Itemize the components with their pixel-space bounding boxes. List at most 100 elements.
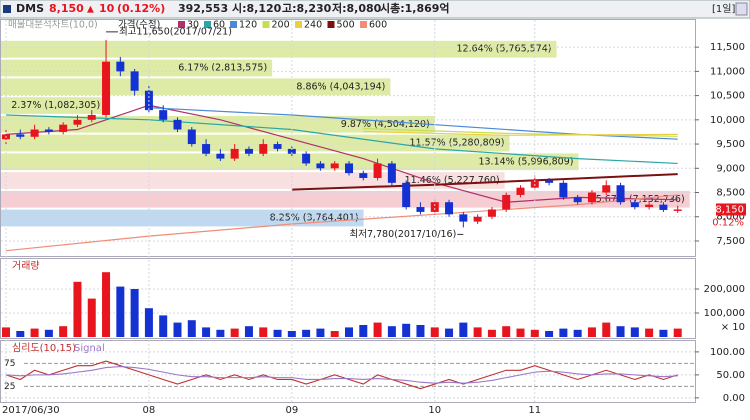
volume-bar <box>530 329 539 337</box>
candle-body <box>244 148 253 154</box>
volume-bar <box>330 331 339 337</box>
x-tick-label: 10 <box>428 405 441 416</box>
candle-body <box>359 173 368 178</box>
volume-bar <box>144 308 153 337</box>
y-tick-label: 100.00 <box>710 347 745 358</box>
candle-body <box>30 129 39 137</box>
legend-swatch <box>230 21 237 28</box>
volume-bar <box>459 322 468 337</box>
candle-body <box>559 182 568 198</box>
candle-body <box>87 114 96 120</box>
panel-title: 거래량 <box>12 260 40 272</box>
candle-body <box>187 129 196 145</box>
legend-label: 60 <box>213 20 225 31</box>
candle-body <box>430 202 439 212</box>
volume: 392,553 <box>178 2 228 15</box>
y-tick-label: 100,000 <box>704 308 745 319</box>
volume-bar <box>516 328 525 337</box>
volume-bar <box>287 331 296 337</box>
volume-bar <box>16 331 25 337</box>
annotation: 최저7,780(2017/10/16) <box>349 229 456 240</box>
volume-bar <box>173 322 182 337</box>
candle-body <box>659 204 668 210</box>
volume-bar <box>216 329 225 337</box>
candle-body <box>273 144 282 149</box>
volume-bar <box>302 329 311 337</box>
volume-bar <box>573 329 582 337</box>
candle-body <box>545 180 554 183</box>
candle-body <box>502 194 511 210</box>
arrow: ▲ <box>87 5 94 15</box>
x-tick-label: 08 <box>143 405 156 416</box>
y-tick-label: 8,500 <box>716 188 745 199</box>
moving-average-line <box>5 194 678 252</box>
volume-bar <box>230 328 239 337</box>
price-panel <box>0 19 696 257</box>
volume-bar <box>430 327 439 337</box>
candle-body <box>202 144 211 154</box>
volume-panel <box>0 258 696 339</box>
volume-bar <box>645 328 654 337</box>
volume-bar <box>30 328 39 337</box>
candle-body <box>445 202 454 215</box>
candle-body <box>402 182 411 208</box>
candle-body <box>259 144 268 154</box>
volume-bar <box>502 326 511 337</box>
change-tag: 0.12% <box>712 217 744 228</box>
candle-body <box>459 214 468 222</box>
volume-bar <box>244 326 253 337</box>
volume-bar <box>130 289 139 337</box>
low: 저:8,080 <box>332 1 382 15</box>
header-bar <box>0 0 750 19</box>
candle-body <box>573 197 582 203</box>
volume-bar <box>102 272 111 337</box>
legend-swatch <box>178 21 185 28</box>
volume-profile-bar <box>1 153 579 171</box>
volume-bar <box>416 325 425 337</box>
legend-label: 600 <box>369 20 387 31</box>
legend-swatch <box>360 21 367 28</box>
high: 고:8,230 <box>282 2 332 15</box>
candle-body <box>602 185 611 193</box>
legend-label: 가격(수정) <box>118 19 160 31</box>
x-tick-label: 11 <box>528 405 541 416</box>
candle-body <box>159 110 168 120</box>
volume-bar <box>630 327 639 337</box>
volume-bar <box>473 327 482 337</box>
candle-body <box>216 153 225 159</box>
candle-body <box>373 163 382 178</box>
volume-bar <box>59 326 68 337</box>
moving-average-line <box>291 173 678 191</box>
period[interactable]: [1일] <box>712 3 735 15</box>
candle-body <box>287 148 296 154</box>
legend-swatch <box>204 21 211 28</box>
volume-bar <box>2 327 10 337</box>
header-icon <box>3 5 11 13</box>
candle-body <box>587 192 596 203</box>
price: 8,150 <box>49 2 84 15</box>
y-tick-label: 8,000 <box>716 212 745 223</box>
legend-label: 30 <box>187 20 199 31</box>
volume-profile-label: 8.86% (4,043,194) <box>296 81 385 92</box>
candle-body <box>16 134 25 137</box>
legend-label: 120 <box>239 20 257 31</box>
change-rate: (0.12%) <box>117 2 165 15</box>
y-tick-label: 200,000 <box>704 284 745 295</box>
volume-profile-bar <box>1 97 106 114</box>
volume-profile-label: 2.37% (1,082,305) <box>11 100 100 111</box>
volume-bar <box>659 329 668 337</box>
menu-button[interactable] <box>735 2 748 16</box>
volume-profile-bar <box>1 78 391 96</box>
candle-body <box>516 187 525 195</box>
y-tick-label: 9,500 <box>716 139 745 150</box>
candle-body <box>616 185 625 203</box>
volume-profile-label: 6.17% (2,813,575) <box>178 62 267 73</box>
candle-body <box>473 216 482 222</box>
volume-profile-bar <box>1 209 364 227</box>
volume-bar <box>202 327 211 337</box>
candle-body <box>230 148 239 159</box>
last-price-box <box>716 203 746 216</box>
volume-profile-label: 11.57% (5,280,809) <box>409 138 504 149</box>
legend-swatch <box>295 21 302 28</box>
